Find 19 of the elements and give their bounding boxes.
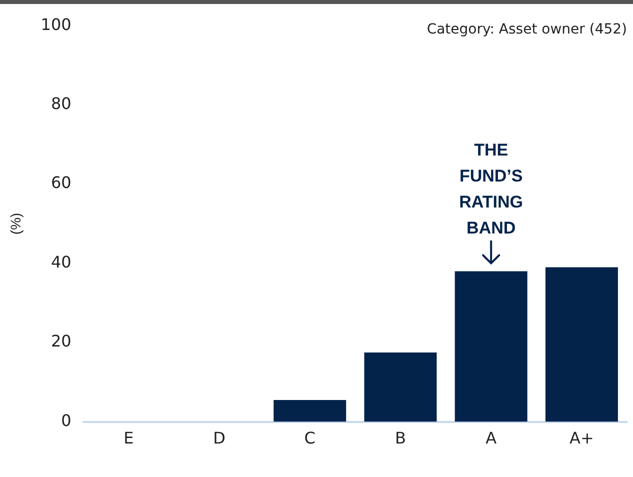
bar <box>274 400 346 422</box>
bar <box>364 352 437 422</box>
y-tick-label: 0 <box>61 410 72 430</box>
x-tick-label: A+ <box>570 428 594 448</box>
y-tick-label: 80 <box>50 94 72 113</box>
y-tick-label: 60 <box>50 173 72 192</box>
x-tick-label: B <box>394 428 406 448</box>
bar <box>454 271 528 422</box>
annotation: Category: Asset owner (452) <box>426 22 627 38</box>
y-tick-label: 40 <box>50 252 72 272</box>
bar <box>545 267 618 422</box>
y-axis-title: (%) <box>7 212 24 235</box>
x-tick-label: C <box>304 428 316 448</box>
y-tick-label: 100 <box>40 14 72 34</box>
y-tick-label: 20 <box>50 332 72 351</box>
annotation: THE FUND’S RATING BAND <box>459 140 524 238</box>
x-tick-label: D <box>213 428 226 448</box>
x-tick-label: E <box>124 428 134 448</box>
x-tick-label: A <box>486 428 497 448</box>
